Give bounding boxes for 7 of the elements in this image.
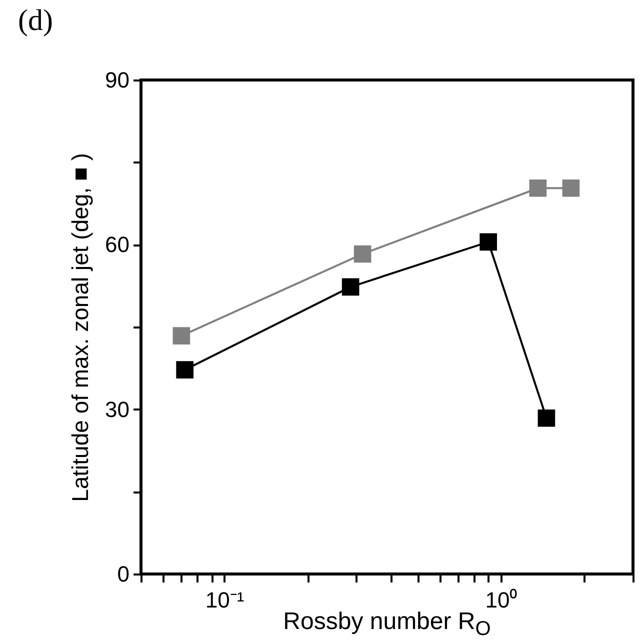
y-tick-label: 60 xyxy=(105,232,130,258)
x-tick-label: 10⁻¹ xyxy=(205,588,244,612)
y-tick-label: 0 xyxy=(117,562,130,586)
chart-title: (d) xyxy=(18,4,53,38)
y-tick-label: 90 xyxy=(105,68,130,92)
y-tick-label: 30 xyxy=(105,396,130,422)
y-axis-title: Latitude of max. zonal jet (deg, ■ ) xyxy=(67,153,94,502)
